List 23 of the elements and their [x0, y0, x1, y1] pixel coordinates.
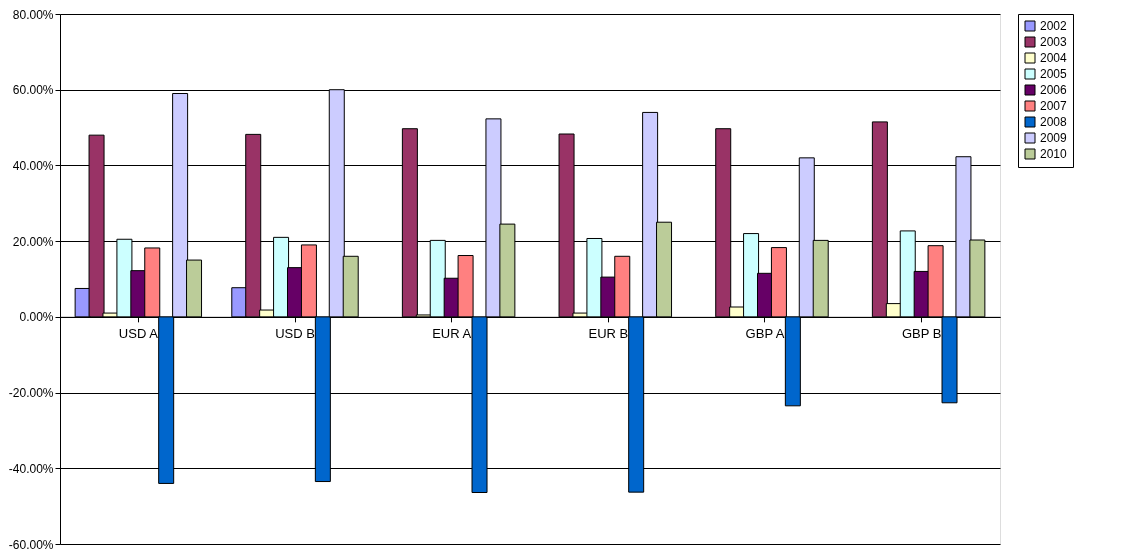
x-tick-label: EUR B — [588, 326, 629, 342]
y-tick-label: 80.00% — [12, 7, 54, 22]
x-tick-label: EUR A — [432, 326, 472, 342]
y-tick-label: 60.00% — [12, 83, 54, 98]
y-tick-label: -60.00% — [8, 537, 54, 552]
legend-label: 2009 — [1040, 131, 1068, 145]
x-tick-label: USD A — [118, 326, 159, 342]
legend-label: 2002 — [1040, 19, 1068, 33]
legend-label: 2010 — [1040, 147, 1068, 161]
legend-label: 2005 — [1040, 67, 1068, 81]
x-tick-label: USD B — [275, 326, 315, 342]
y-tick-label: 20.00% — [12, 234, 54, 249]
y-tick-label: -20.00% — [8, 386, 54, 401]
legend-label: 2008 — [1040, 115, 1068, 129]
x-tick-label: GBP A — [745, 326, 785, 342]
legend-label: 2006 — [1040, 83, 1068, 97]
legend-label: 2004 — [1040, 51, 1068, 65]
y-tick-label: 0.00% — [19, 310, 54, 325]
legend-label: 2007 — [1040, 99, 1068, 113]
x-tick-label: GBP B — [901, 326, 942, 342]
legend-label: 2003 — [1040, 35, 1068, 49]
y-tick-label: 40.00% — [12, 158, 54, 173]
y-tick-label: -40.00% — [8, 461, 54, 476]
